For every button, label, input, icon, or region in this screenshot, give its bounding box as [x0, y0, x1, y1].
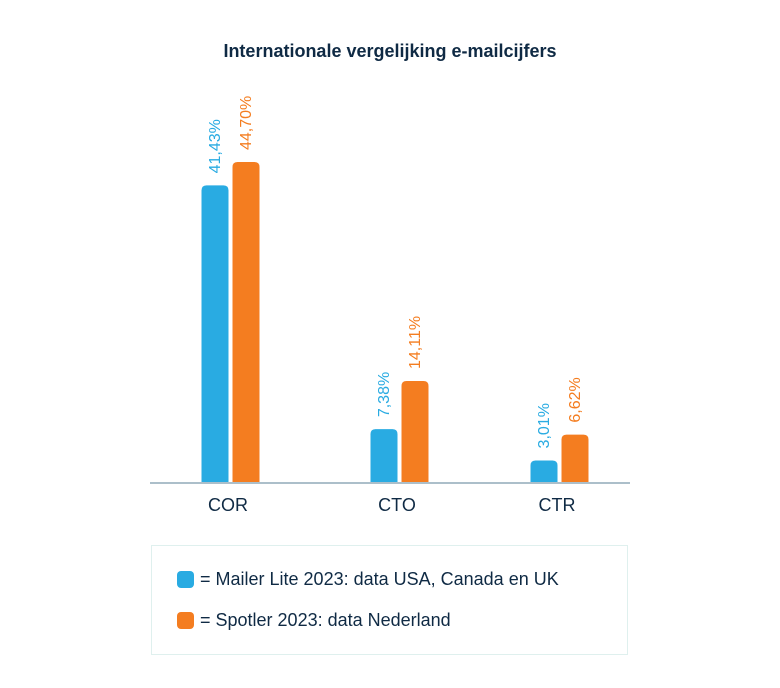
bar-cto-spotler — [401, 380, 429, 482]
bar-cor-spotler — [232, 162, 260, 482]
legend-swatch-orange — [177, 612, 194, 629]
bar-ctr-mailerlite — [530, 460, 558, 482]
value-label-cto-spotler: 14,11% — [407, 316, 424, 369]
legend-label-mailerlite: = Mailer Lite 2023: data USA, Canada en … — [200, 569, 559, 589]
value-label-ctr-mailerlite: 3,01% — [536, 403, 553, 448]
category-label-ctr: CTR — [539, 495, 576, 515]
bar-cto-mailerlite — [370, 429, 398, 482]
value-label-cor-spotler: 44,70% — [238, 96, 255, 150]
bar-ctr-spotler — [561, 434, 589, 482]
category-label-cor: COR — [208, 495, 248, 515]
value-label-cto-mailerlite: 7,38% — [376, 372, 393, 417]
bar-cor-mailerlite — [201, 185, 229, 482]
category-label-cto: CTO — [378, 495, 416, 515]
labels-layer: 41,43% 7,38% 3,01% 44,70% 14,11% 6,62% COR CTO C… — [207, 96, 584, 515]
legend-item-mailerlite: = Mailer Lite 2023: data USA, Canada en … — [177, 569, 559, 590]
legend-swatch-blue — [177, 571, 194, 588]
chart-title: Internationale vergelijking e-mailcijfer… — [223, 41, 556, 61]
value-label-cor-mailerlite: 41,43% — [207, 119, 224, 173]
legend-item-spotler: = Spotler 2023: data Nederland — [177, 610, 451, 631]
value-label-ctr-spotler: 6,62% — [567, 377, 584, 422]
legend-label-spotler: = Spotler 2023: data Nederland — [200, 610, 451, 630]
bars-layer — [201, 162, 589, 482]
legend: = Mailer Lite 2023: data USA, Canada en … — [151, 545, 628, 655]
